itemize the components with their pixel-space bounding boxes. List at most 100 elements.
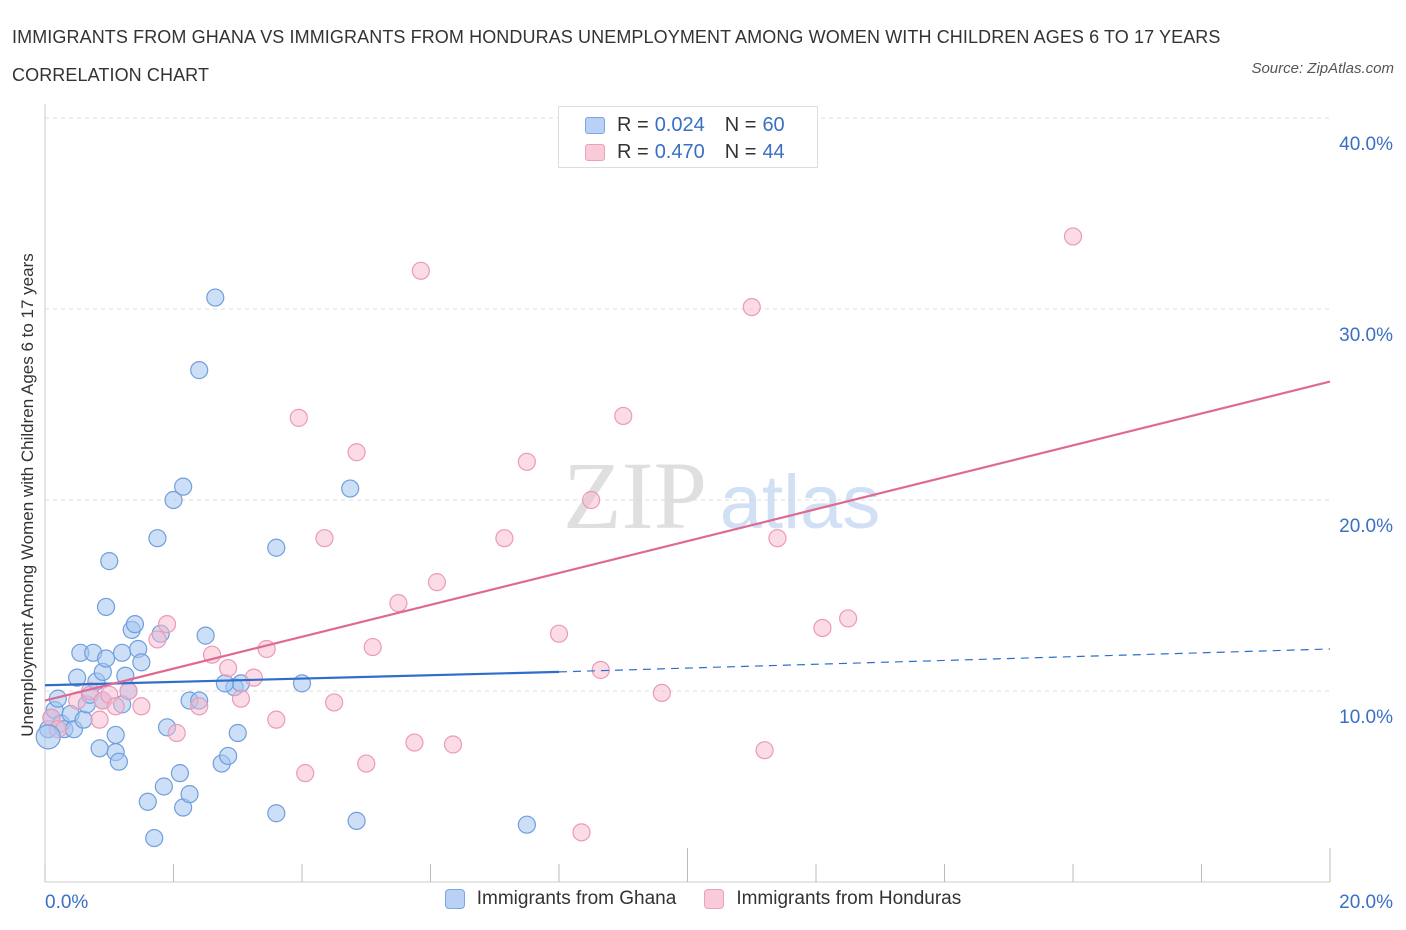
y-tick-label-3: 40.0% (1339, 134, 1393, 155)
ghana-point-44 (190, 361, 209, 380)
honduras-point-26 (363, 637, 382, 657)
ghana-point-50 (228, 723, 247, 743)
honduras-point-7 (106, 697, 125, 716)
honduras-point-16 (231, 689, 251, 708)
ghana-point-57 (347, 811, 366, 830)
honduras-point-42 (768, 529, 787, 548)
honduras-point-33 (517, 452, 536, 471)
legend-honduras-label: Immigrants from Honduras (736, 888, 962, 909)
honduras-point-39 (652, 683, 671, 703)
ghana-point-59 (215, 674, 234, 693)
honduras-point-36 (582, 490, 601, 510)
ghana-trend-line-dashed (558, 648, 1331, 673)
ghana-point-15 (90, 739, 109, 758)
ghana-point-31 (132, 653, 151, 672)
ghana-point-45 (196, 626, 215, 645)
x-tick-label-1: 20.0% (1339, 892, 1393, 913)
ghana-r-label: R = (617, 113, 649, 136)
chart-source: Source: ZipAtlas.com (1251, 60, 1394, 77)
ghana-point-19 (96, 597, 116, 617)
honduras-point-28 (405, 733, 424, 752)
honduras-r-label: R = (617, 140, 649, 163)
honduras-point-15 (219, 658, 238, 678)
ghana-point-23 (109, 752, 128, 771)
stats-legend-row-ghana: R = 0.024 N = 60 (585, 113, 785, 137)
stats-legend-row-honduras: R = 0.470 N = 44 (585, 140, 785, 164)
honduras-point-21 (296, 764, 315, 783)
ghana-point-25 (112, 643, 132, 662)
ghana-point-18 (96, 649, 116, 668)
ghana-trend-line (44, 670, 560, 687)
ghana-point-22 (106, 725, 125, 745)
ghana-point-36 (154, 777, 173, 796)
honduras-point-43 (813, 618, 832, 638)
honduras-point-20 (289, 408, 308, 427)
ghana-point-41 (174, 477, 193, 496)
chart-title: IMMIGRANTS FROM GHANA VS IMMIGRANTS FROM… (12, 27, 1221, 85)
honduras-point-29 (411, 261, 430, 280)
y-tick-label-2: 30.0% (1339, 325, 1393, 346)
ghana-point-46 (206, 288, 225, 307)
watermark-atlas: atlas (720, 460, 881, 545)
ghana-point-54 (267, 804, 286, 823)
stats-legend: R = 0.024 N = 60 R = 0.470 N = 44 (558, 106, 818, 168)
ghana-n-label: N = (724, 113, 757, 136)
ghana-point-43 (180, 785, 199, 804)
y-tick-label-0: 10.0% (1339, 707, 1393, 728)
honduras-point-38 (614, 406, 633, 426)
ghana-point-29 (125, 615, 145, 634)
honduras-point-30 (427, 573, 447, 592)
ghana-point-34 (148, 529, 167, 548)
ghana-swatch (585, 116, 605, 134)
ghana-point-cluster (35, 724, 61, 750)
honduras-point-4 (90, 710, 109, 729)
ghana-point-33 (145, 828, 164, 848)
ghana-point-10 (74, 710, 93, 729)
honduras-r-value: 0.470 (654, 140, 705, 163)
series-legend: Immigrants from Ghana Immigrants from Ho… (0, 888, 1406, 910)
x-tick-label-0: 0.0% (45, 892, 88, 913)
honduras-point-44 (839, 609, 858, 628)
legend-ghana-label: Immigrants from Ghana (476, 888, 677, 909)
honduras-point-22 (315, 529, 334, 548)
legend-honduras-swatch (704, 889, 725, 909)
honduras-n-value: 44 (762, 140, 785, 163)
y-tick-label-1: 20.0% (1339, 516, 1393, 537)
ghana-n-value: 60 (762, 113, 785, 136)
honduras-point-25 (357, 754, 376, 773)
legend-item-ghana[interactable]: Immigrants from Ghana (444, 888, 677, 910)
honduras-point-12 (167, 723, 186, 743)
honduras-point-9 (132, 697, 151, 716)
honduras-point-41 (755, 741, 774, 760)
honduras-point-10 (148, 630, 167, 649)
honduras-point-11 (157, 615, 177, 634)
honduras-point-31 (443, 735, 463, 754)
ghana-point-58 (517, 815, 536, 834)
ghana-r-value: 0.024 (654, 113, 705, 136)
honduras-point-35 (572, 823, 591, 842)
ghana-point-39 (170, 764, 190, 783)
honduras-point-40 (742, 297, 761, 317)
ghana-point-56 (341, 479, 360, 498)
honduras-point-34 (549, 624, 569, 643)
honduras-point-27 (389, 594, 408, 613)
honduras-point-19 (267, 710, 286, 729)
honduras-point-37 (591, 660, 610, 680)
legend-item-honduras[interactable]: Immigrants from Honduras (704, 888, 961, 910)
honduras-point-17 (244, 668, 263, 687)
ghana-point-32 (138, 792, 157, 811)
legend-ghana-swatch (444, 889, 465, 909)
honduras-point-8 (119, 681, 138, 701)
honduras-n-label: N = (724, 140, 757, 163)
ghana-point-38 (164, 490, 183, 510)
honduras-point-45 (1063, 227, 1083, 246)
honduras-point-32 (495, 529, 514, 548)
ghana-point-8 (68, 668, 87, 687)
honduras-point-23 (325, 693, 344, 712)
honduras-swatch (585, 143, 605, 161)
ghana-point-53 (267, 538, 286, 557)
ghana-point-48 (219, 746, 238, 766)
honduras-trend-line (44, 380, 1331, 702)
ghana-point-20 (100, 552, 119, 571)
